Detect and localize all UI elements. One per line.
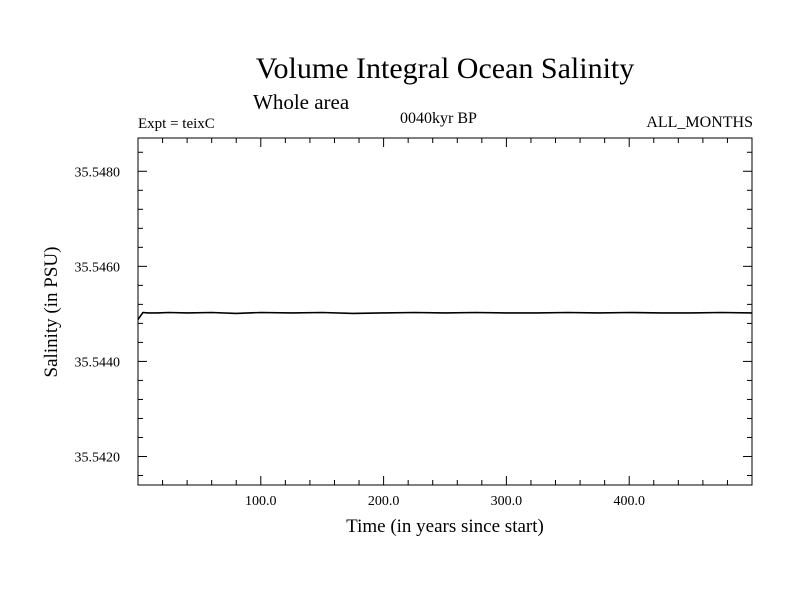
x-tick-label: 200.0: [368, 494, 400, 509]
chart-subtitle: Whole area: [253, 90, 350, 114]
plot-frame: [137, 137, 753, 486]
axis-tick-labels: 100.0 200.0 300.0 400.0 35.5420 35.5440 35.546…: [75, 165, 645, 509]
y-tick-label: 35.5460: [75, 260, 121, 275]
months-label: ALL_MONTHS: [646, 114, 753, 131]
axis-ticks: [138, 138, 752, 485]
y-tick-label: 35.5440: [75, 355, 121, 370]
y-tick-label: 35.5480: [75, 165, 121, 180]
series-group: [137, 311, 753, 321]
x-tick-label: 100.0: [245, 494, 277, 509]
x-tick-label: 300.0: [491, 494, 523, 509]
x-tick-label: 400.0: [613, 494, 645, 509]
chart-title: Volume Integral Ocean Salinity: [255, 52, 635, 85]
x-axis-label: Time (in years since start): [346, 516, 544, 537]
y-tick-label: 35.5420: [75, 450, 121, 465]
experiment-label: Expt = teixC: [138, 116, 215, 132]
period-label: 0040kyr BP: [400, 110, 477, 127]
series-line: [137, 311, 753, 321]
